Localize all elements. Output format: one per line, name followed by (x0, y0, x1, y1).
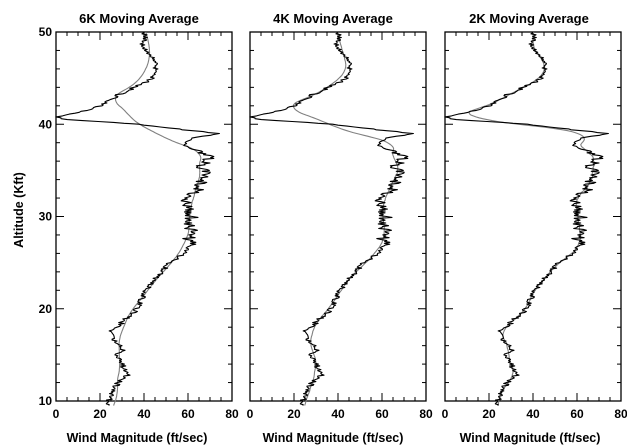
x-tick-label: 60 (181, 407, 195, 421)
x-tick-label: 0 (442, 407, 449, 421)
raw-wind-line (55, 31, 220, 406)
y-tick-label: 10 (39, 394, 53, 408)
plot-frame (249, 31, 427, 402)
panel-title: 4K Moving Average (273, 11, 393, 26)
x-tick-label: 60 (375, 407, 389, 421)
x-tick-label: 80 (419, 407, 433, 421)
panel-title: 2K Moving Average (469, 11, 589, 26)
x-tick-label: 20 (93, 407, 107, 421)
raw-wind-line (444, 31, 609, 406)
x-tick-label: 80 (225, 407, 239, 421)
panel-2k: 2K Moving Average Wind Magnitude (ft/sec… (442, 11, 627, 445)
x-axis-label: Wind Magnitude (ft/sec) (263, 431, 404, 445)
panel-6k: 6K Moving Average Wind Magnitude (ft/sec… (39, 11, 239, 445)
x-tick-label: 20 (287, 407, 301, 421)
x-tick-label: 0 (53, 407, 60, 421)
plot-frame (444, 31, 622, 402)
x-tick-label: 60 (570, 407, 584, 421)
x-tick-label: 20 (482, 407, 496, 421)
plot-frame (55, 31, 233, 402)
y-tick-label: 50 (39, 25, 53, 39)
y-tick-label: 20 (39, 302, 53, 316)
panel-title: 6K Moving Average (79, 11, 199, 26)
x-tick-label: 40 (526, 407, 540, 421)
y-axis-label: Altitude (Kft) (12, 172, 26, 248)
x-tick-label: 40 (331, 407, 345, 421)
x-axis-label: Wind Magnitude (ft/sec) (67, 431, 208, 445)
y-tick-label: 30 (39, 210, 53, 224)
panel-4k: 4K Moving Average Wind Magnitude (ft/sec… (247, 11, 433, 445)
x-tick-label: 40 (137, 407, 151, 421)
x-tick-label: 80 (614, 407, 627, 421)
x-axis-label: Wind Magnitude (ft/sec) (460, 431, 601, 445)
y-tick-label: 40 (39, 117, 53, 131)
x-tick-label: 0 (247, 407, 254, 421)
raw-wind-line (249, 31, 414, 406)
